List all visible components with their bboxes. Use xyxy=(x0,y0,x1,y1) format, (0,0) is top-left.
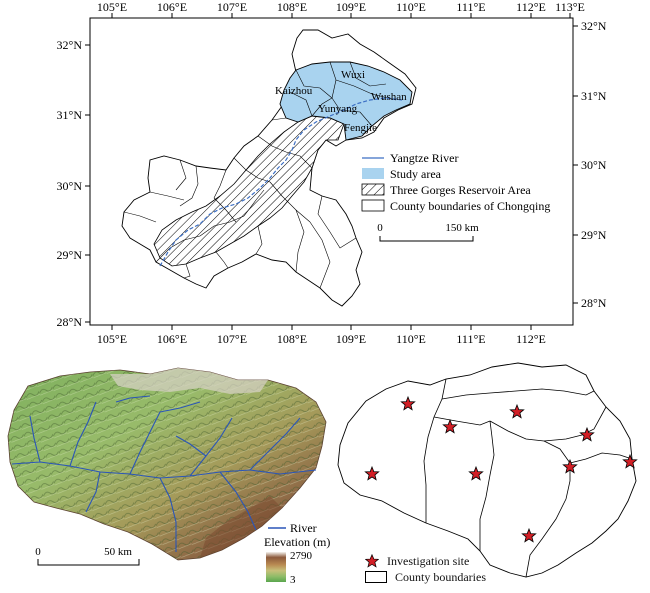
elevation-colorbar xyxy=(266,552,286,582)
legend-county-row: County boundaries xyxy=(365,570,486,584)
investigation-site-marker xyxy=(579,426,595,442)
lat-label: 28°N xyxy=(57,315,83,329)
elevation-map-svg: 0 50 km River Elevation (m) 2790 3 xyxy=(7,367,330,586)
lat-label: 29°N xyxy=(581,228,607,242)
lon-label: 110°E xyxy=(396,332,426,346)
site-legend: Investigation site County boundaries xyxy=(365,554,486,584)
lon-label: 108°E xyxy=(277,332,307,346)
overview-scale-bar: 0 150 km xyxy=(377,222,479,242)
reservoir-area xyxy=(153,115,345,267)
scale-distance: 50 km xyxy=(104,546,132,558)
lon-label: 108°E xyxy=(277,0,307,14)
investigation-sites-svg xyxy=(337,362,638,578)
legend-county-label: County boundaries xyxy=(395,570,486,584)
site-map-outline xyxy=(337,362,637,578)
scale-zero: 0 xyxy=(35,546,41,558)
lon-label: 107°E xyxy=(217,0,247,14)
county-label-wushan: Wushan xyxy=(371,91,407,103)
elevation-max-label: 2790 xyxy=(290,550,313,562)
scale-distance: 150 km xyxy=(445,222,479,234)
lat-label: 30°N xyxy=(581,158,607,172)
lat-label: 30°N xyxy=(57,179,83,193)
investigation-site-marker xyxy=(364,465,380,481)
legend-study-area-label: Study area xyxy=(390,167,442,181)
high-ridge-shading xyxy=(110,368,268,394)
county-boundaries xyxy=(123,61,397,289)
county-label-wuxi: Wuxi xyxy=(341,69,365,81)
overview-map-svg: 105°E 106°E 107°E 108°E 109°E 110°E 111°… xyxy=(57,0,607,346)
legend-site-label: Investigation site xyxy=(387,554,470,568)
investigation-site-marker xyxy=(468,465,484,481)
county-label-kaizhou: Kaizhou xyxy=(275,85,313,97)
investigation-site-marker xyxy=(562,458,578,474)
lon-label: 111°E xyxy=(456,0,485,14)
legend-reservoir-swatch xyxy=(361,183,385,196)
lat-label: 31°N xyxy=(581,89,607,103)
yangtze-river xyxy=(159,97,403,267)
lon-label: 107°E xyxy=(217,332,247,346)
lon-label: 106°E xyxy=(157,332,187,346)
lon-label: 105°E xyxy=(97,332,127,346)
legend-county-swatch xyxy=(361,199,385,212)
investigation-sites-panel: Investigation site County boundaries xyxy=(330,355,650,588)
investigation-site-marker xyxy=(521,527,537,543)
lon-label: 109°E xyxy=(336,332,366,346)
lon-label: 112°E xyxy=(516,332,546,346)
investigation-site-marker xyxy=(509,403,525,419)
legend-site-row: Investigation site xyxy=(365,554,486,568)
overview-map-panel: 105°E 106°E 107°E 108°E 109°E 110°E 111°… xyxy=(57,0,607,346)
lon-label: 113°E xyxy=(555,0,585,14)
lon-label: 110°E xyxy=(396,0,426,14)
investigation-site-marker xyxy=(442,418,458,434)
county-label-fengjie: Fengjie xyxy=(344,122,377,134)
lon-label: 111°E xyxy=(456,332,485,346)
star-icon xyxy=(365,554,379,568)
investigation-site-marker xyxy=(622,453,638,469)
lon-label: 105°E xyxy=(97,0,127,14)
elevation-map-panel: 0 50 km River Elevation (m) 2790 3 xyxy=(0,362,340,588)
legend-elevation-title: Elevation (m) xyxy=(264,535,330,549)
legend-county-label: County boundaries of Chongqing xyxy=(390,199,550,213)
lat-label: 32°N xyxy=(581,19,607,33)
elevation-min-label: 3 xyxy=(290,574,296,586)
overview-legend: Yangtze River Study area Three Gorges Re… xyxy=(361,151,550,213)
elevation-scale-bar: 0 50 km xyxy=(35,546,140,566)
map-frame xyxy=(89,17,574,326)
legend-study-area-swatch xyxy=(362,168,384,179)
scale-zero: 0 xyxy=(377,222,383,234)
lon-label: 109°E xyxy=(336,0,366,14)
county-label-yunyang: Yunyang xyxy=(318,103,358,115)
legend-reservoir-label: Three Gorges Reservoir Area xyxy=(390,183,531,197)
legend-river-label: River xyxy=(290,521,317,535)
lat-label: 32°N xyxy=(57,38,83,52)
county-swatch xyxy=(365,571,387,583)
investigation-site-marker xyxy=(400,395,416,411)
southeast-mountains xyxy=(200,496,282,558)
elevation-legend: River Elevation (m) 2790 3 xyxy=(264,521,330,586)
site-map-county-boundaries xyxy=(423,378,633,578)
lon-label: 106°E xyxy=(157,0,187,14)
lat-label: 28°N xyxy=(581,296,607,310)
legend-river-label: Yangtze River xyxy=(390,151,458,165)
lon-label: 112°E xyxy=(516,0,546,14)
lat-label: 29°N xyxy=(57,248,83,262)
rivers xyxy=(11,395,317,552)
lat-label: 31°N xyxy=(57,108,83,122)
